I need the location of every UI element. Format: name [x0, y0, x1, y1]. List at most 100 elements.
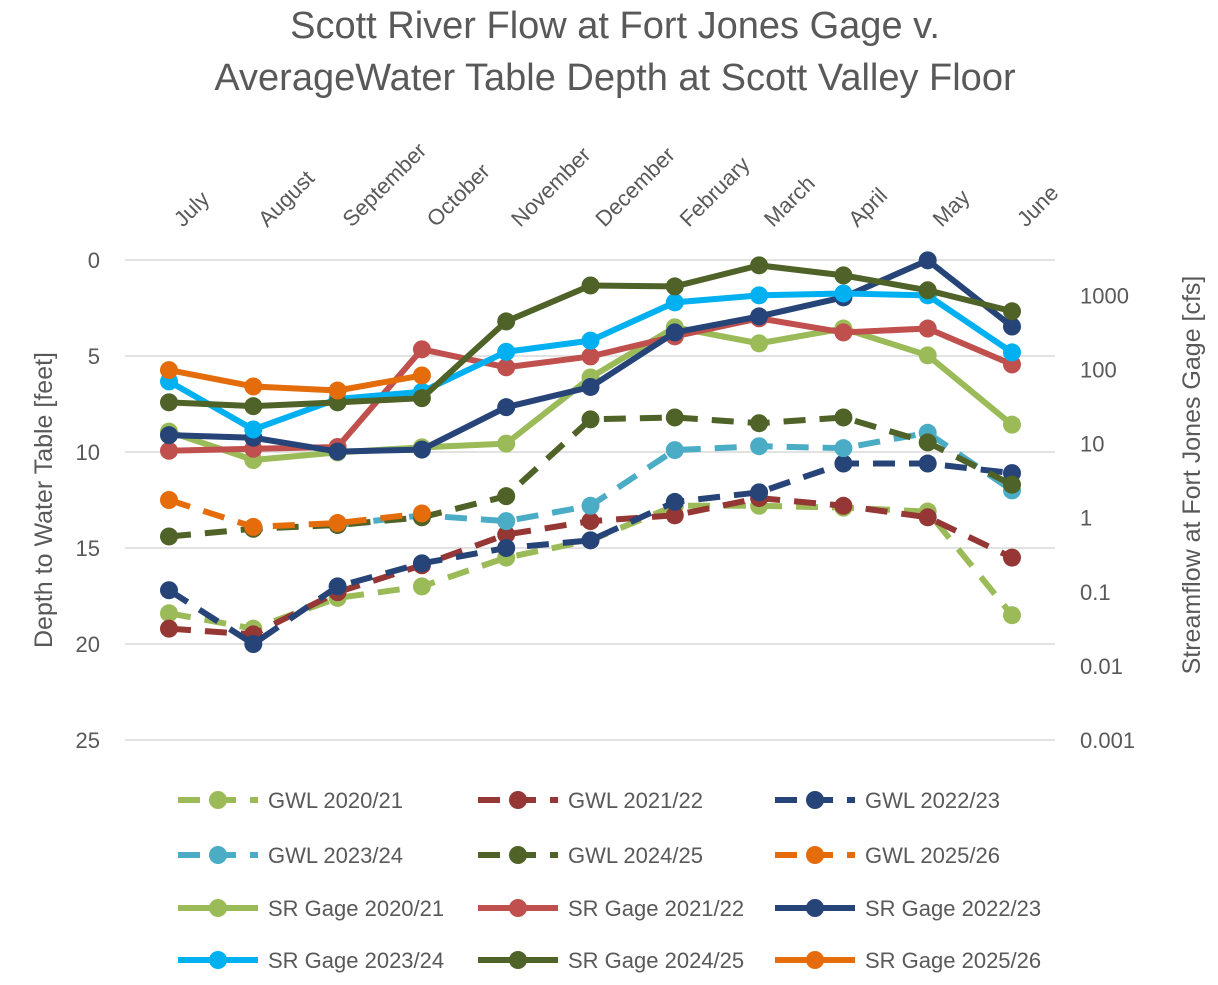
data-point	[412, 554, 431, 573]
data-point	[1003, 317, 1021, 336]
data-point	[918, 319, 937, 338]
data-point	[665, 277, 684, 296]
legend-item: SR Gage 2021/22	[478, 896, 744, 921]
data-point	[244, 397, 263, 416]
data-point	[834, 439, 853, 458]
legend-marker	[806, 951, 824, 969]
data-point	[412, 366, 431, 385]
data-point	[834, 496, 853, 515]
legend-marker	[806, 846, 824, 864]
legend-item: SR Gage 2025/26	[775, 948, 1041, 973]
legend-marker	[806, 899, 824, 917]
chart-title-line-2: AverageWater Table Depth at Scott Valley…	[214, 57, 1016, 99]
data-point	[581, 496, 600, 515]
data-point	[497, 512, 516, 531]
y-right-tick-label: 1000	[1080, 283, 1129, 308]
data-point	[581, 331, 600, 350]
legend-label: SR Gage 2024/25	[568, 948, 744, 973]
y-right-tick-label: 0.01	[1080, 654, 1123, 679]
data-point	[918, 454, 937, 473]
data-point	[244, 420, 263, 439]
x-category-label: November	[506, 142, 595, 231]
legend-item: GWL 2023/24	[178, 843, 403, 868]
legend-label: GWL 2021/22	[568, 788, 703, 813]
data-point	[1003, 548, 1021, 567]
data-point	[328, 577, 347, 596]
series-line	[168, 367, 423, 394]
series-sr-gage-2024-25	[160, 256, 1021, 416]
data-point	[834, 408, 853, 427]
data-point	[497, 342, 516, 361]
x-category-label: December	[590, 142, 679, 231]
data-point	[328, 381, 347, 400]
x-category-label: October	[422, 159, 495, 232]
data-point	[918, 281, 937, 300]
y-left-tick-label: 0	[88, 248, 100, 273]
series-sr-gage-2025-26	[160, 361, 431, 400]
data-point	[1003, 302, 1021, 321]
data-point	[665, 506, 684, 525]
y-left-tick-label: 25	[76, 728, 100, 753]
data-point	[918, 508, 937, 527]
y-right-tick-label: 0.1	[1080, 580, 1111, 605]
legend-label: SR Gage 2022/23	[865, 896, 1041, 921]
legend-item: GWL 2024/25	[478, 843, 703, 868]
data-point	[497, 312, 516, 331]
data-point	[581, 512, 600, 531]
data-point	[244, 517, 263, 536]
data-point	[244, 635, 263, 653]
data-point	[581, 276, 600, 295]
data-point	[750, 414, 769, 433]
data-point	[497, 525, 516, 544]
data-point	[750, 307, 769, 326]
data-point	[160, 619, 178, 638]
legend-item: GWL 2021/22	[478, 788, 703, 813]
data-point	[834, 454, 853, 473]
data-point	[750, 437, 769, 456]
legend-marker	[509, 951, 527, 969]
data-point	[665, 323, 684, 342]
data-point	[160, 426, 178, 445]
data-point	[581, 531, 600, 550]
data-point	[1003, 343, 1021, 362]
legend-label: SR Gage 2023/24	[268, 948, 444, 973]
legend-marker	[509, 791, 527, 809]
data-point	[750, 286, 769, 305]
data-point	[918, 433, 937, 452]
data-point	[160, 393, 178, 412]
x-category-label: June	[1012, 180, 1063, 231]
legend-label: GWL 2020/21	[268, 788, 403, 813]
data-point	[834, 323, 853, 342]
data-point	[160, 527, 178, 546]
data-point	[328, 442, 347, 461]
data-point	[750, 256, 769, 275]
legend-item: SR Gage 2022/23	[775, 896, 1041, 921]
data-point	[412, 340, 431, 359]
data-point	[412, 389, 431, 408]
data-point	[328, 514, 347, 533]
data-point	[750, 334, 769, 353]
series-line	[337, 429, 1014, 528]
chart-title-line-1: Scott River Flow at Fort Jones Gage v.	[290, 5, 940, 47]
series-line	[168, 414, 1014, 540]
data-point	[581, 347, 600, 366]
data-point	[160, 604, 178, 623]
data-point	[412, 577, 431, 596]
x-category-label: May	[928, 184, 975, 231]
x-category-label: March	[759, 171, 820, 232]
legend-label: GWL 2023/24	[268, 843, 403, 868]
data-point	[834, 266, 853, 285]
data-point	[750, 483, 769, 502]
x-category-label: April	[843, 183, 892, 232]
data-point	[244, 377, 263, 396]
data-point	[497, 487, 516, 506]
series-gwl-2022-23	[160, 454, 1021, 653]
data-point	[160, 361, 178, 380]
legend-label: GWL 2022/23	[865, 788, 1000, 813]
data-point	[1003, 415, 1021, 434]
data-point	[1003, 475, 1021, 494]
y-left-axis-title: Depth to Water Table [feet]	[30, 352, 58, 648]
data-point	[665, 293, 684, 312]
data-point	[665, 408, 684, 427]
